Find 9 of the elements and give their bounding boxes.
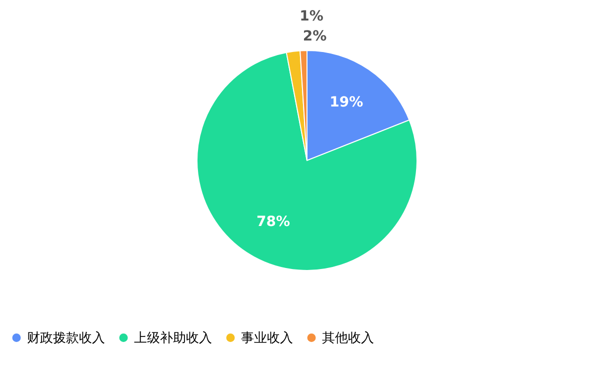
legend-label: 上级补助收入 [134, 330, 212, 346]
data-label: 1% [300, 8, 324, 25]
data-label: 19% [330, 94, 364, 111]
data-label: 2% [302, 28, 327, 45]
pie-slice [196, 52, 418, 271]
legend-label: 财政拨款收入 [27, 330, 105, 346]
legend-label: 其他收入 [322, 330, 374, 346]
data-label: 78% [256, 214, 290, 230]
legend-label: 事业收入 [241, 330, 293, 346]
